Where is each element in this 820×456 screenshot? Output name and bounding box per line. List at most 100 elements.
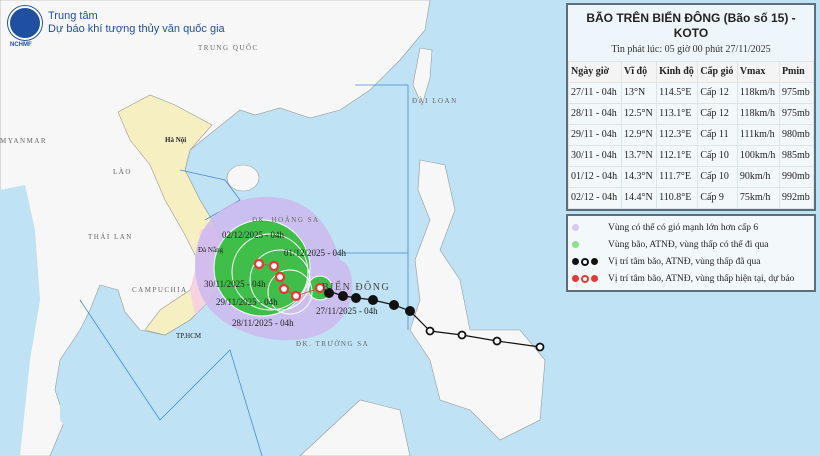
forecast-radius: [249, 249, 311, 311]
forecast-position-marker: [290, 290, 302, 302]
nchmf-logo: [8, 6, 42, 40]
gulf-of-thailand: [60, 330, 150, 440]
forecast-position-marker: [253, 258, 265, 270]
forecast-label: 27/11/2025 - 04h: [316, 306, 378, 316]
table-cell: 90km/h: [736, 166, 780, 188]
past-position-marker: [405, 306, 415, 316]
column-header: Vmax: [736, 61, 780, 83]
forecast-storm-icon: [572, 274, 579, 282]
table-cell: 975mb: [778, 103, 815, 125]
storm-zone-swatch-icon: [572, 241, 579, 248]
table-cell: 27/11 - 04h: [567, 82, 623, 104]
label-paracel: ĐK. HOÀNG SA: [252, 216, 320, 224]
org-line-2: Dự báo khí tượng thủy văn quốc gia: [48, 23, 225, 35]
label-cambodia: CAMPUCHIA: [132, 286, 188, 294]
forecast-label: 28/11/2025 - 04h: [232, 318, 294, 328]
column-header: Cấp gió: [697, 61, 738, 83]
table-cell: 985mb: [778, 145, 815, 167]
table-cell: Cấp 10: [697, 145, 738, 167]
legend-text: Vùng có thể có gió mạnh lớn hơn cấp 6: [608, 222, 759, 233]
label-taiwan: ĐÀI LOAN: [412, 97, 458, 105]
table-header-row: Ngày giờ Vĩ độ Kinh độ Cấp gió Vmax Pmin: [567, 61, 815, 83]
column-header: Kinh độ: [656, 61, 699, 83]
past-position-marker: [457, 330, 467, 340]
sea-boundary: [355, 84, 409, 330]
label-sea: BIỂN ĐÔNG: [322, 282, 391, 293]
forecast-label: 01/12/2025 - 04h: [284, 248, 346, 258]
table-cell: 111km/h: [736, 124, 780, 146]
past-position-marker: [351, 293, 361, 303]
table-cell: 114.5°E: [656, 82, 699, 104]
legend-item: Vị trí tâm bão, ATNĐ, vùng thấp hiện tại…: [568, 270, 814, 287]
past-position-marker: [389, 300, 399, 310]
past-depression-icon: [581, 257, 589, 266]
wind-zone-swatch-icon: [572, 224, 579, 231]
label-china: TRUNG QUỐC: [198, 44, 259, 52]
past-storm-icon: [572, 257, 579, 265]
past-position-marker: [425, 326, 435, 336]
table-cell: Cấp 12: [697, 103, 738, 125]
table-row: 29/11 - 04h 12.9°N 112.3°E Cấp 11 111km/h 980…: [567, 124, 815, 146]
label-myanmar: MYANMAR: [0, 137, 48, 145]
forecast-low-icon: [591, 274, 598, 282]
past-position-marker: [535, 342, 545, 352]
borneo: [299, 399, 411, 456]
table-cell: 980mb: [778, 124, 815, 146]
table-cell: 111.7°E: [656, 166, 699, 188]
panel-title: BÃO TRÊN BIỂN ĐÔNG (Bão số 15) - KOTO: [586, 11, 796, 40]
table-cell: Cấp 12: [697, 82, 738, 104]
past-position-marker: [338, 291, 348, 301]
taiwan: [412, 47, 433, 106]
label-danang: Đà Nẵng: [198, 246, 224, 254]
legend: Vùng có thể có gió mạnh lớn hơn cấp 6 Vù…: [566, 214, 816, 292]
philippines: [409, 159, 546, 441]
past-position-marker: [492, 336, 502, 346]
label-thailand: THÁI LAN: [88, 233, 133, 241]
forecast-position-marker: [278, 283, 290, 295]
table-row: 02/12 - 04h 14.4°N 110.8°E Cấp 9 75km/h 992mb: [567, 187, 815, 209]
table-cell: 975mb: [778, 82, 815, 104]
hainan: [226, 164, 260, 192]
table-row: 01/12 - 04h 14.3°N 111.7°E Cấp 10 90km/h 990m…: [567, 166, 815, 188]
andaman-sea: [0, 185, 40, 456]
forecast-label: 29/11/2025 - 04h: [216, 297, 278, 307]
issued-time: Tin phát lúc: 05 giờ 00 phút 27/11/2025: [611, 44, 771, 55]
forecast-label: 02/12/2025 - 04h: [222, 230, 284, 240]
sea-boundary: [79, 299, 263, 456]
column-header: Pmin: [778, 61, 815, 83]
table-row: 30/11 - 04h 13.7°N 112.1°E Cấp 10 100km/h 985…: [567, 145, 815, 167]
table-cell: 14.4°N: [621, 187, 658, 209]
legend-item: Vùng bão, ATNĐ, vùng thấp có thể đi qua: [568, 236, 814, 253]
table-cell: 992mb: [778, 187, 815, 209]
header: Trung tâm Dự báo khí tượng thủy văn quốc…: [8, 6, 225, 48]
right-column: BÃO TRÊN BIỂN ĐÔNG (Bão số 15) - KOTO Ti…: [566, 3, 816, 292]
label-hcm: TP.HCM: [176, 332, 202, 340]
forecast-position-marker: [268, 260, 280, 272]
forecast-label: 30/11/2025 - 04h: [204, 279, 266, 289]
forecast-track-points: [253, 258, 326, 302]
table-cell: 112.3°E: [656, 124, 699, 146]
table-cell: 100km/h: [736, 145, 780, 167]
legend-text: Vùng bão, ATNĐ, vùng thấp có thể đi qua: [608, 239, 769, 250]
forecast-position-marker: [314, 282, 326, 294]
label-hanoi: Hà Nội: [165, 136, 187, 144]
table-cell: 30/11 - 04h: [567, 145, 623, 167]
table-cell: 118km/h: [736, 103, 780, 125]
table-cell: Cấp 10: [697, 166, 738, 188]
table-cell: 13.7°N: [621, 145, 658, 167]
org-line-1: Trung tâm: [48, 10, 98, 22]
table-cell: 28/11 - 04h: [567, 103, 623, 125]
table-cell: 14.3°N: [621, 166, 658, 188]
legend-text: Vị trí tâm bão, ATNĐ, vùng thấp đã qua: [608, 256, 761, 267]
table-cell: 110.8°E: [656, 187, 699, 209]
table-cell: 118km/h: [736, 82, 780, 104]
forecast-table: Ngày giờ Vĩ độ Kinh độ Cấp gió Vmax Pmin 27/1…: [567, 61, 815, 209]
table-cell: 13°N: [621, 82, 658, 104]
table-cell: 12.9°N: [621, 124, 658, 146]
column-header: Ngày giờ: [567, 61, 623, 83]
table-cell: 75km/h: [736, 187, 780, 209]
past-position-marker: [368, 295, 378, 305]
table-cell: 112.1°E: [656, 145, 699, 167]
